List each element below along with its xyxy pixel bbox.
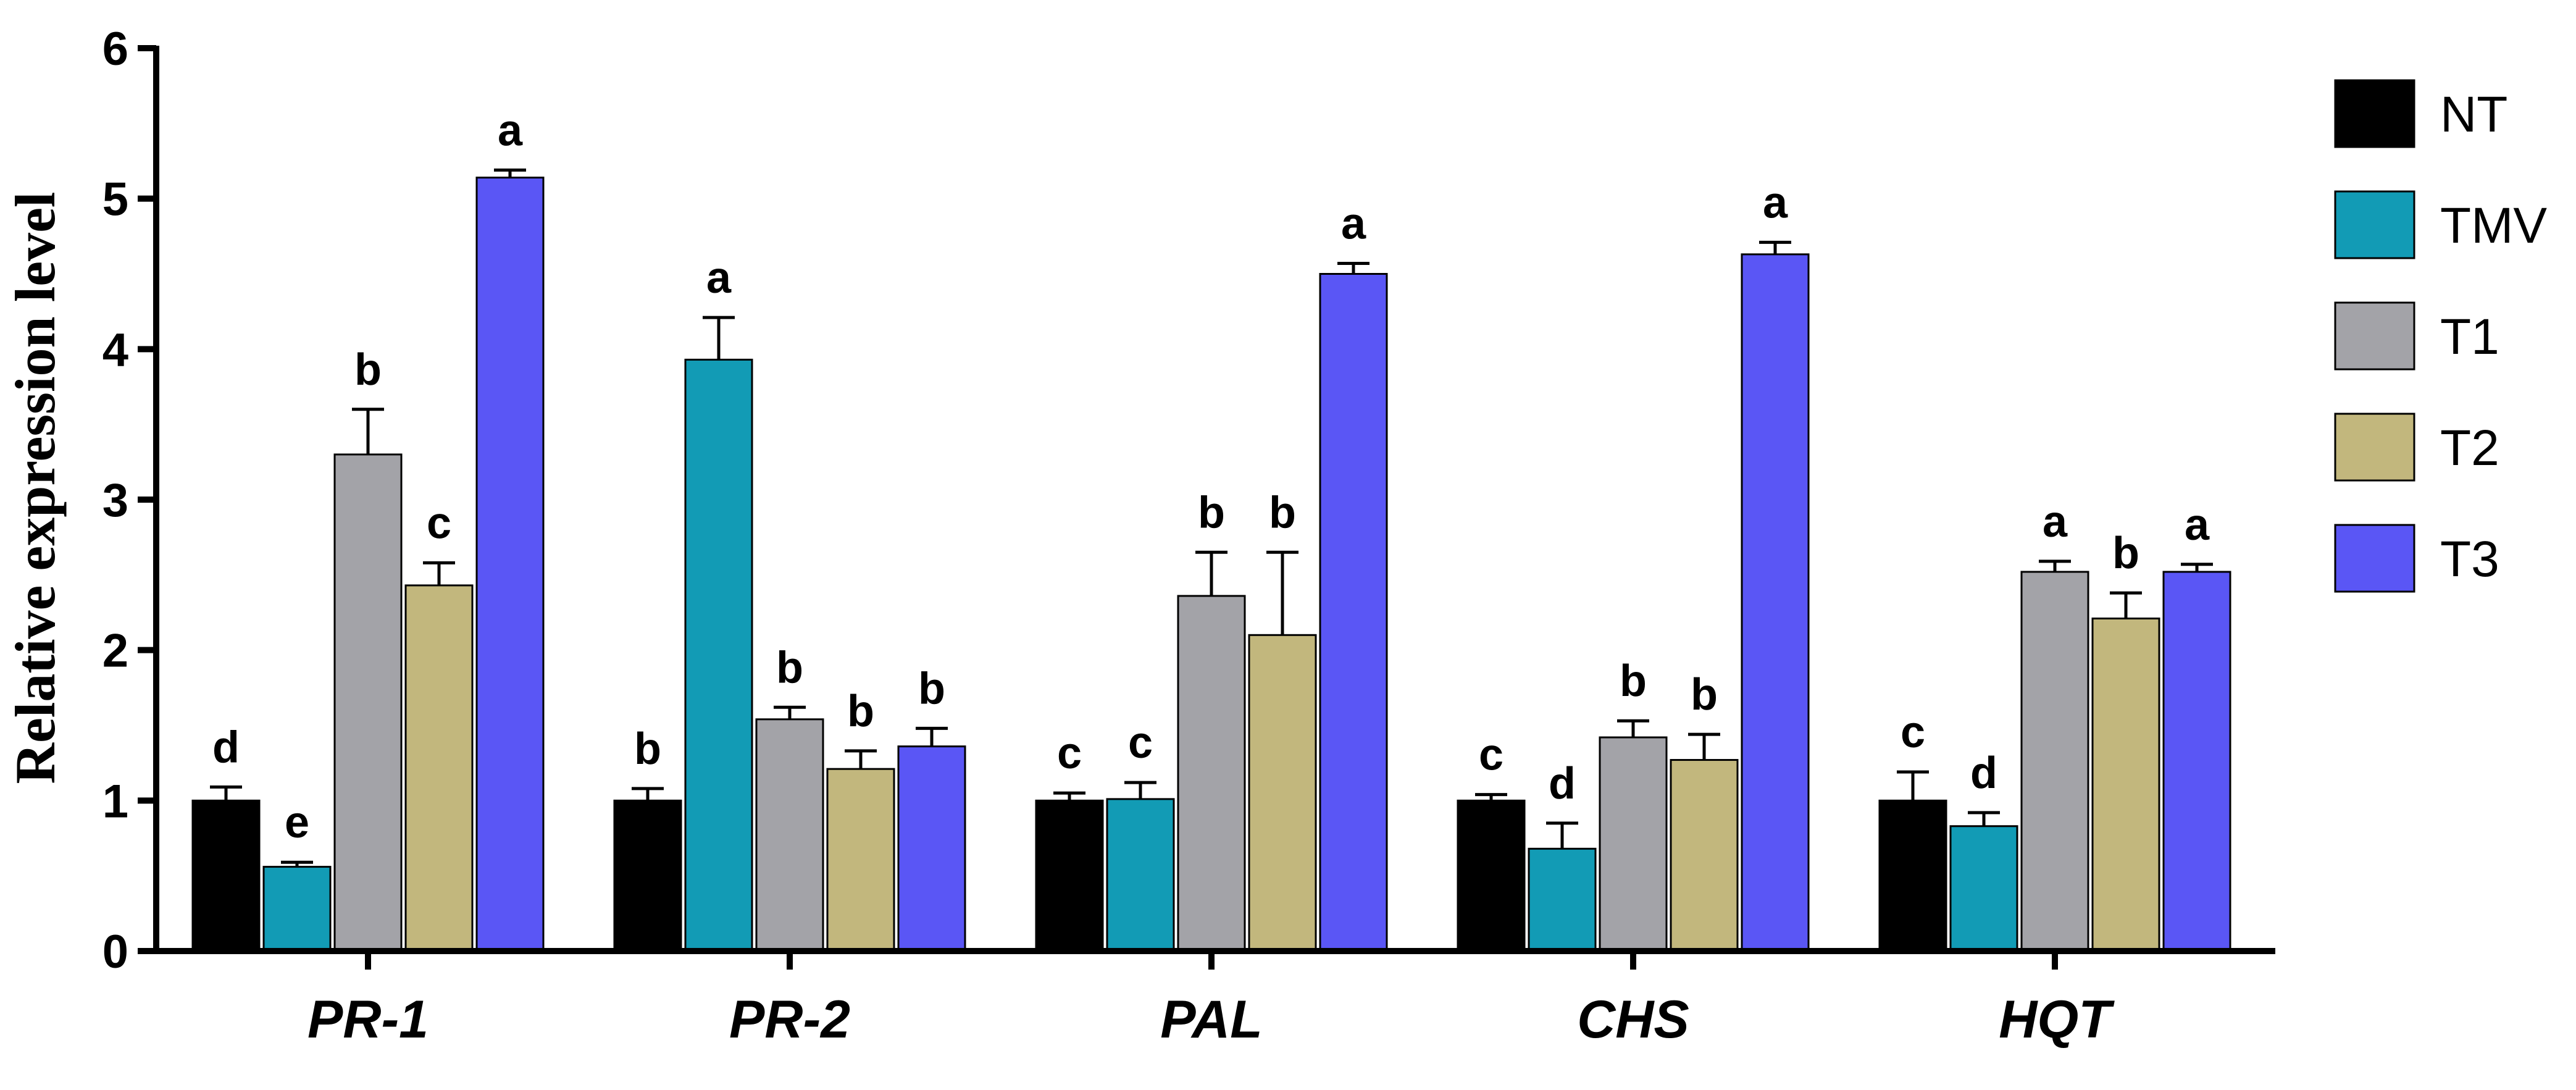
bar-t1-hqt: [2020, 571, 2089, 952]
significance-letter: b: [1269, 488, 1296, 537]
bar-t1-pal: [1177, 595, 1246, 952]
legend-swatch-t2: [2334, 413, 2415, 482]
bar-t1-pr-2: [755, 718, 824, 952]
significance-letter: b: [847, 687, 874, 736]
bar-t2-pal: [1248, 634, 1317, 952]
legend-label-t2: T2: [2440, 420, 2499, 476]
significance-letter: b: [354, 345, 382, 395]
significance-letter: d: [1970, 748, 1997, 798]
bar-nt-hqt: [1878, 799, 1947, 952]
x-category-label: PAL: [1160, 990, 1263, 1049]
bar-tmv-pal: [1106, 798, 1175, 952]
bar-t2-pr-2: [826, 768, 895, 952]
bar-nt-pr-2: [613, 799, 682, 952]
legend-swatch-nt: [2334, 79, 2415, 148]
x-category-label: PR-2: [729, 990, 850, 1049]
x-axis: PR-1 PR-2 PAL CHS HQT: [153, 948, 2275, 1049]
bar-t2-hqt: [2091, 617, 2160, 952]
legend: NT TMV T1 T2 T3: [2334, 79, 2547, 593]
significance-letter: b: [1691, 670, 1718, 719]
significance-letter: a: [706, 253, 732, 303]
significance-letter: b: [2112, 529, 2139, 578]
y-tick-label: 3: [102, 474, 128, 527]
legend-swatch-t1: [2334, 301, 2415, 371]
legend-swatch-tmv: [2334, 190, 2415, 259]
significance-letter: a: [1341, 199, 1366, 248]
y-axis-title: Relative expression level: [4, 192, 67, 784]
significance-letter: b: [776, 643, 803, 692]
significance-letter: a: [2043, 497, 2068, 547]
legend-label-nt: NT: [2440, 86, 2507, 143]
x-category-label: PR-1: [307, 990, 429, 1049]
bar-t1-chs: [1599, 736, 1668, 952]
y-tick-label: 5: [102, 174, 128, 226]
bar-nt-pal: [1035, 799, 1104, 952]
legend-label-tmv: TMV: [2440, 198, 2547, 254]
bar-t2-chs: [1670, 759, 1739, 952]
significance-letter: c: [1479, 731, 1503, 780]
y-tick-label: 2: [102, 625, 128, 677]
bar-t3-pr-2: [897, 745, 966, 952]
bar-t3-hqt: [2162, 571, 2231, 952]
legend-swatch-t3: [2334, 524, 2415, 593]
bar-tmv-pr-2: [684, 358, 753, 952]
y-tick-label: 1: [102, 775, 128, 828]
bar-tmv-hqt: [1949, 825, 2018, 952]
significance-letter: e: [285, 798, 309, 847]
y-tick-label: 6: [102, 23, 128, 75]
significance-letter: c: [1057, 729, 1082, 778]
significance-letter: a: [2185, 500, 2210, 550]
bar-t3-chs: [1741, 253, 1810, 952]
bar-tmv-pr-1: [262, 866, 332, 952]
bar-tmv-chs: [1528, 847, 1597, 952]
significance-letter: b: [918, 664, 945, 713]
x-category-label: HQT: [1999, 990, 2115, 1049]
bar-t1-pr-1: [333, 453, 403, 952]
significance-letter: c: [1901, 708, 1925, 757]
significance-letter: b: [634, 724, 661, 774]
significance-letter: d: [1549, 759, 1576, 808]
y-axis-ticks: 0 1 2 3 4 5 6: [102, 23, 159, 978]
bar-t2-pr-1: [404, 584, 474, 952]
bar-t3-pal: [1319, 273, 1388, 952]
bar-nt-pr-1: [191, 799, 261, 952]
y-tick-label: 0: [102, 926, 128, 978]
significance-letter: a: [1763, 178, 1788, 227]
legend-label-t3: T3: [2440, 531, 2499, 587]
significance-letter: c: [1128, 718, 1153, 768]
x-category-label: CHS: [1577, 990, 1689, 1049]
significance-letter: b: [1198, 488, 1225, 537]
significance-letter: c: [427, 498, 451, 548]
significance-letter: a: [498, 106, 523, 155]
significance-letter: d: [212, 723, 240, 772]
legend-label-t1: T1: [2440, 309, 2499, 365]
y-tick-label: 4: [102, 324, 128, 376]
significance-letter: b: [1620, 656, 1647, 706]
bar-nt-chs: [1457, 799, 1526, 952]
bar-t3-pr-1: [475, 177, 545, 952]
